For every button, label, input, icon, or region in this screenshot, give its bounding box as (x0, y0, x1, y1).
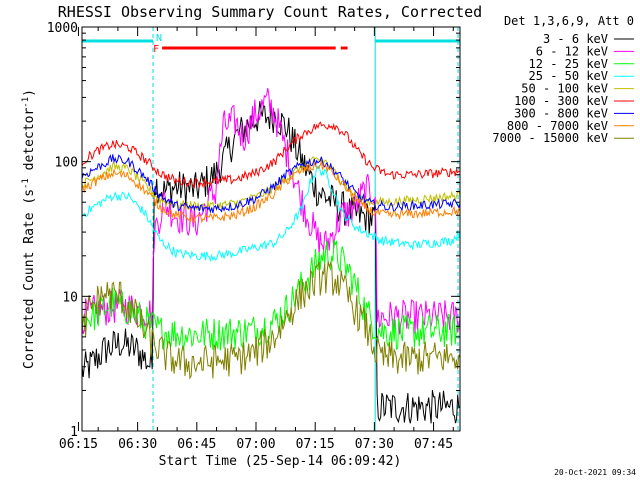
series-layer (81, 88, 461, 424)
night-boundaries (152, 27, 459, 431)
legend-title: Det 1,3,6,9, Att 0 (504, 14, 634, 28)
x-tick-label: 07:30 (355, 437, 394, 452)
x-tick-label: 07:15 (296, 437, 335, 452)
flag-label: N (156, 33, 162, 44)
legend-label: 50 - 100 keV (521, 82, 608, 96)
y-tick-label: 1 (70, 425, 78, 440)
series-line (81, 164, 461, 263)
y-axis: 1 10 100 1000 (47, 21, 460, 440)
plot-frame (81, 26, 461, 432)
series-line (81, 154, 461, 214)
x-tick-label: 06:45 (177, 437, 216, 452)
y-axis-label: Corrected Count Rate (s-1 detector-1) (21, 89, 37, 369)
y-axis-label-sup2: -1 (21, 97, 31, 108)
legend-label: 25 - 50 keV (529, 69, 608, 83)
series-line (81, 88, 461, 335)
x-tick-label: 07:45 (414, 437, 453, 452)
legend-label: 7000 - 15000 keV (492, 131, 608, 145)
legend-label: 800 - 7000 keV (507, 119, 608, 133)
y-axis-label-sup1: -1 (21, 178, 31, 189)
x-axis-label: Start Time (25-Sep-14 06:09:42) (159, 454, 402, 469)
x-tick-label: 06:15 (59, 437, 98, 452)
x-tick-label: 06:30 (118, 437, 157, 452)
legend-label: 3 - 6 keV (543, 32, 608, 46)
legend-label: 12 - 25 keV (529, 57, 608, 71)
series-line (81, 121, 461, 189)
chart-title: RHESSI Observing Summary Count Rates, Co… (58, 3, 482, 21)
y-tick-label: 10 (62, 290, 78, 305)
y-axis-label-main: Corrected Count Rate (s (22, 189, 37, 369)
x-tick-label: 07:00 (236, 437, 275, 452)
legend-label: 300 - 800 keV (514, 106, 608, 120)
series-line (81, 161, 461, 224)
series-line (81, 260, 461, 380)
y-axis-label-mid: detector (22, 108, 37, 179)
timestamp: 20-Oct-2021 09:34 (554, 468, 636, 477)
flag-label: F (153, 44, 159, 55)
legend-label: 6 - 12 keV (536, 44, 608, 58)
x-axis: 06:15 06:30 06:45 07:00 07:15 07:30 07:45 (59, 27, 454, 452)
legend-label: 100 - 300 keV (514, 94, 608, 108)
y-axis-label-end: ) (22, 89, 37, 97)
y-tick-label: 100 (55, 156, 78, 171)
flag-bars: NF (82, 33, 460, 55)
y-tick-label: 1000 (47, 21, 78, 36)
series-line (81, 239, 461, 351)
series-line (81, 101, 461, 424)
